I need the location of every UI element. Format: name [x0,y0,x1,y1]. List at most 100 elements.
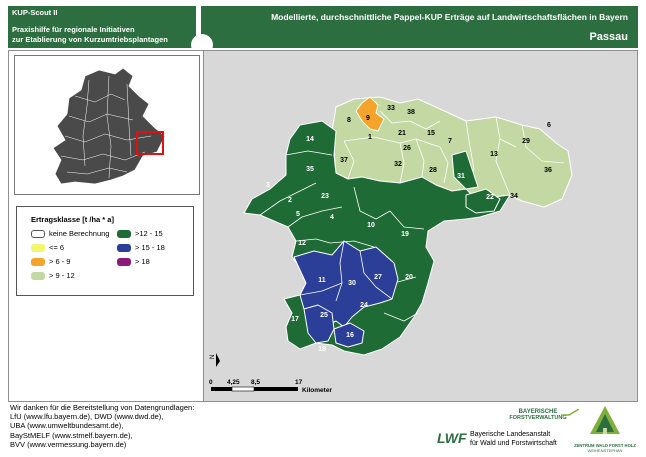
label-6: 6 [547,122,551,129]
legend-swatch-none [31,229,45,238]
legend-item-le6: <= 6 [31,243,64,252]
credits-line-2: UBA (www.umweltbundesamt.de), [10,421,124,431]
label-1: 1 [368,134,372,141]
label-5: 5 [296,211,300,218]
label-25: 25 [320,312,328,319]
region-name: Passau [589,31,628,43]
app-header: KUP-Scout II Praxishilfe für regionale I… [8,6,196,48]
label-24: 24 [360,302,368,309]
district-22 [465,188,501,214]
label-3: 3 [266,182,270,189]
scale-unit: Kilometer [302,387,332,394]
legend-swatch-6-9 [31,257,45,266]
legend-item-none: keine Berechnung [31,229,109,238]
label-10: 10 [367,222,375,229]
legend-swatch-le6 [31,243,45,252]
label-11: 11 [318,277,326,284]
label-30: 30 [348,280,356,287]
label-2: 2 [288,197,292,204]
label-13: 13 [490,151,498,158]
bf-line2: FORSTVERWALTUNG [509,415,567,421]
map-title: Modellierte, durchschnittliche Pappel-KU… [271,12,628,22]
app-name: KUP-Scout II [12,8,58,17]
zentrum-line1: ZENTRUM WALD FORST HOLZ [574,443,636,448]
bavaria-shape [52,67,166,185]
app-subtitle-1: Praxishilfe für regionale Initiativen [12,25,135,34]
bayerische-forstverwaltung-logo: BAYERISCHE FORSTVERWALTUNG [503,409,579,429]
label-19: 19 [401,231,409,238]
credits-line-1: LfU (www.lfu.bayern.de), DWD (www.dwd.de… [10,412,164,422]
legend-box: Ertragsklasse [t /ha * a] keine Berechnu… [16,206,194,296]
bavaria-overview-svg [52,67,166,185]
label-31: 31 [457,173,465,180]
credits-line-4: BVV (www.vermessung.bayern.de) [10,439,127,449]
district-31 [451,150,479,190]
lwf-line1: Bayerische Landesanstalt [470,431,551,438]
north-arrow: N [210,353,220,367]
legend-item-12-15: >12 - 15 [117,229,163,238]
overview-district-lines [60,75,152,179]
lwf-line2: für Wald und Forstwirtschaft [470,440,557,447]
zentrum-tree-icon [590,406,620,434]
scale-tick-2: 8,5 [251,379,260,386]
zentrum-logo: ZENTRUM WALD FORST HOLZ WEIHENSTEPHAN [570,404,640,453]
label-9: 9 [366,115,370,122]
scale-tick-3: 17 [295,379,303,386]
label-29: 29 [522,138,530,145]
label-37: 37 [340,157,348,164]
app-subtitle-2: zur Etablierung von Kurzumtriebsplantage… [12,35,168,44]
north-label: N [210,355,216,359]
legend-title: Ertragsklasse [t /ha * a] [31,215,114,224]
label-22: 22 [486,194,494,201]
label-36: 36 [544,167,552,174]
overview-map [14,55,200,195]
bf-line1: BAYERISCHE [518,409,558,415]
label-38: 38 [407,109,415,116]
label-26: 26 [403,145,411,152]
label-14: 14 [306,136,314,143]
legend-swatch-15-18 [117,243,131,252]
district-9 [355,96,385,132]
label-27: 27 [374,274,382,281]
scale-bar [211,386,298,392]
district-16-blue [333,322,365,348]
legend-item-gt18: > 18 [117,257,150,266]
credits-line-0: Wir danken für die Bereitstellung von Da… [10,403,195,412]
label-34: 34 [510,193,518,200]
scale-tick-0: 0 [209,379,213,386]
map-header: Modellierte, durchschnittliche Pappel-KU… [201,6,638,48]
lwf-logo: LWF Bayerische Landesanstalt für Wald un… [437,430,577,450]
legend-swatch-gt18 [117,257,131,266]
legend-item-15-18: > 15 - 18 [117,243,165,252]
label-17: 17 [291,316,299,323]
district-25-blue [303,304,335,344]
label-8: 8 [347,117,351,124]
scale-tick-1: 4,25 [227,379,240,386]
light-district-borders [343,110,565,196]
scale-labels: 0 4,25 8,5 17 Kilometer [209,379,332,394]
label-28: 28 [429,167,437,174]
label-21: 21 [398,130,406,137]
blue-district-borders [299,240,393,302]
label-4: 4 [330,214,334,221]
label-15: 15 [427,130,435,137]
legend-item-9-12: > 9 - 12 [31,271,75,280]
zentrum-line2: WEIHENSTEPHAN [587,448,623,453]
label-12: 12 [298,240,306,247]
bf-mark-icon [561,409,579,416]
label-23: 23 [321,193,329,200]
legend-item-6-9: > 6 - 9 [31,257,70,266]
label-16: 16 [346,332,354,339]
legend-swatch-9-12 [31,271,45,280]
label-35: 35 [306,166,314,173]
label-18: 18 [318,346,326,353]
credits: Wir danken für die Bereitstellung von Da… [10,403,250,449]
lwf-abbr: LWF [437,430,467,446]
label-7: 7 [448,138,452,145]
credits-line-3: BayStMELF (www.stmelf.bayern.de), [10,430,133,440]
panel-divider [203,50,204,402]
district-labels: 9 33 38 8 1 21 15 26 7 29 6 37 32 28 13 … [266,105,552,353]
label-20: 20 [405,274,413,281]
passau-highlight-box [136,131,164,155]
label-33: 33 [387,105,395,112]
